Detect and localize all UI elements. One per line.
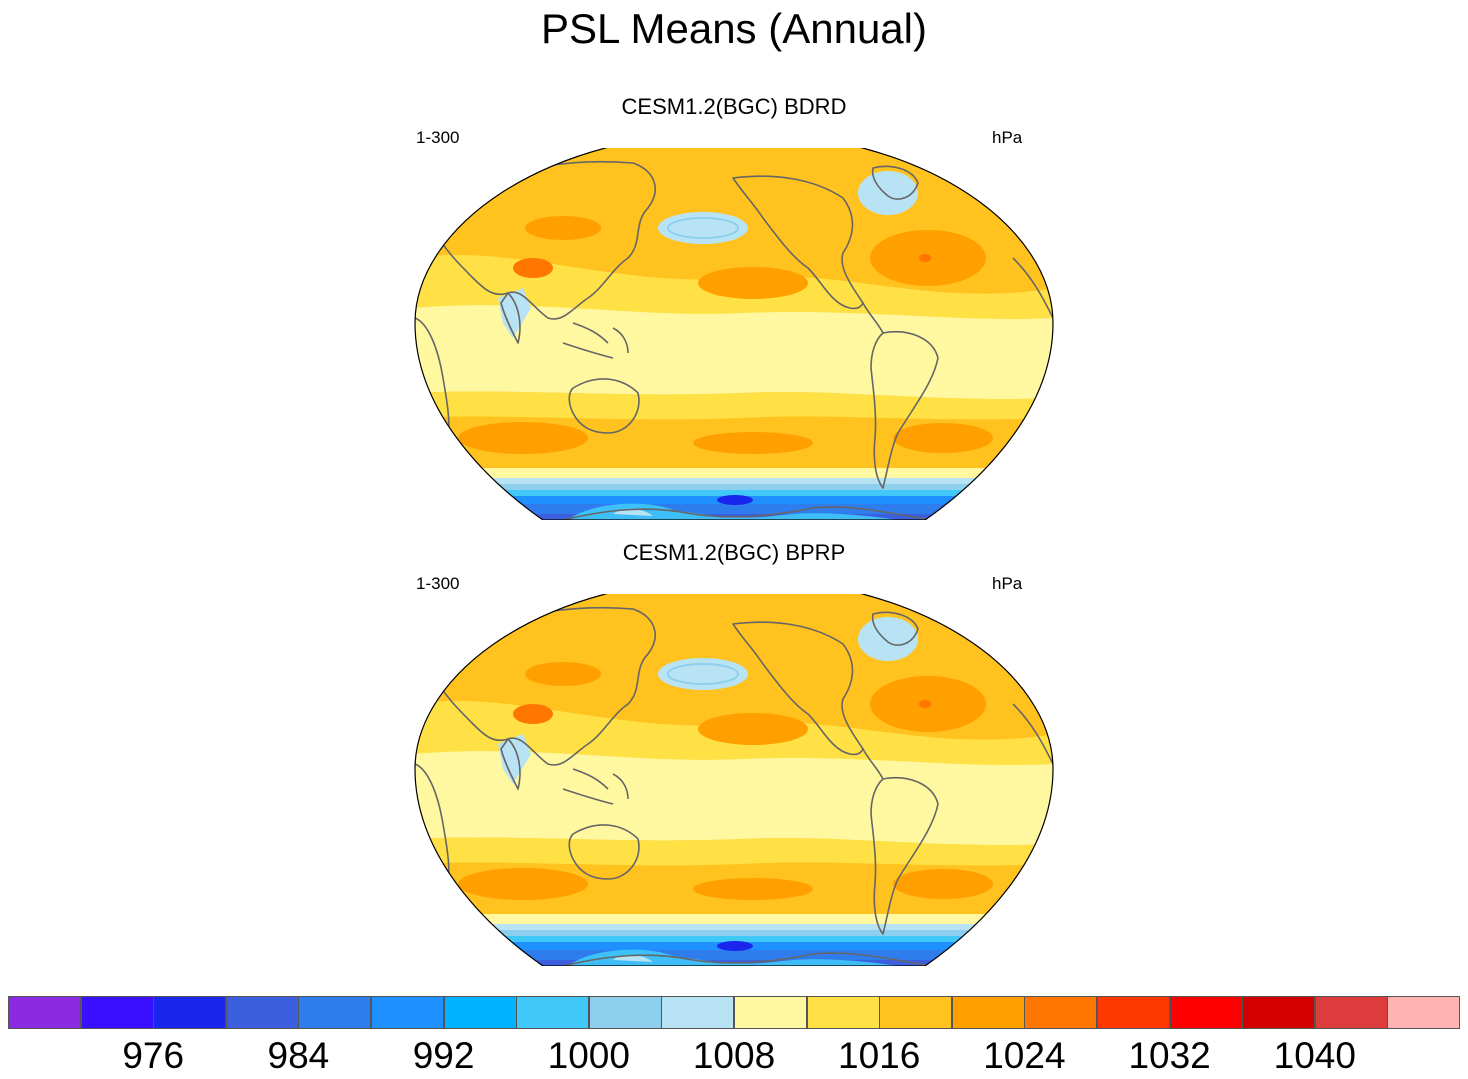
colorbar-box <box>734 996 808 1029</box>
psl-map-bdrd <box>413 148 1055 520</box>
colorbar-box <box>1024 996 1098 1029</box>
panel-units-label: hPa <box>992 574 1023 593</box>
colorbar-tick-label: 976 <box>122 1035 185 1076</box>
panel-title: CESM1.2(BGC) BPRP <box>622 540 846 565</box>
colorbar <box>8 996 1461 1031</box>
panel-left-label: 1-300 <box>416 574 460 593</box>
map-panel-1: CESM1.2(BGC) BDRD 1-300 hPa <box>0 94 1468 534</box>
colorbar-box <box>1387 996 1461 1029</box>
colorbar-box <box>806 996 880 1029</box>
colorbar-box <box>661 996 735 1029</box>
main-title: PSL Means (Annual) <box>541 5 927 52</box>
colorbar-tick-label: 1016 <box>838 1035 921 1076</box>
colorbar-tick-label: 1008 <box>692 1035 776 1076</box>
colorbar-box <box>298 996 372 1029</box>
colorbar-tick-label: 1000 <box>547 1035 630 1076</box>
colorbar-tick-label: 1024 <box>983 1035 1066 1076</box>
colorbar-box <box>516 996 590 1029</box>
colorbar-box <box>225 996 299 1029</box>
colorbar-box <box>8 996 82 1029</box>
colorbar-box <box>588 996 662 1029</box>
panel-title: CESM1.2(BGC) BDRD <box>621 94 847 119</box>
colorbar-box <box>153 996 227 1029</box>
panel-left-label: 1-300 <box>416 128 460 147</box>
colorbar-box <box>371 996 445 1029</box>
colorbar-box <box>1097 996 1171 1029</box>
colorbar-box <box>1169 996 1243 1029</box>
colorbar-tick-label: 984 <box>267 1035 330 1076</box>
colorbar-tick-label: 1032 <box>1128 1035 1211 1076</box>
colorbar-box <box>951 996 1025 1029</box>
colorbar-box <box>1242 996 1316 1029</box>
panel-units-label: hPa <box>992 128 1023 147</box>
colorbar-tick-label: 1040 <box>1273 1035 1356 1076</box>
colorbar-box <box>879 996 953 1029</box>
psl-map-bprp <box>413 594 1055 966</box>
colorbar-tick-label: 992 <box>412 1035 475 1076</box>
colorbar-box <box>1314 996 1388 1029</box>
colorbar-box <box>443 996 517 1029</box>
map-panel-2: CESM1.2(BGC) BPRP 1-300 hPa <box>0 540 1468 980</box>
colorbar-box <box>80 996 154 1029</box>
